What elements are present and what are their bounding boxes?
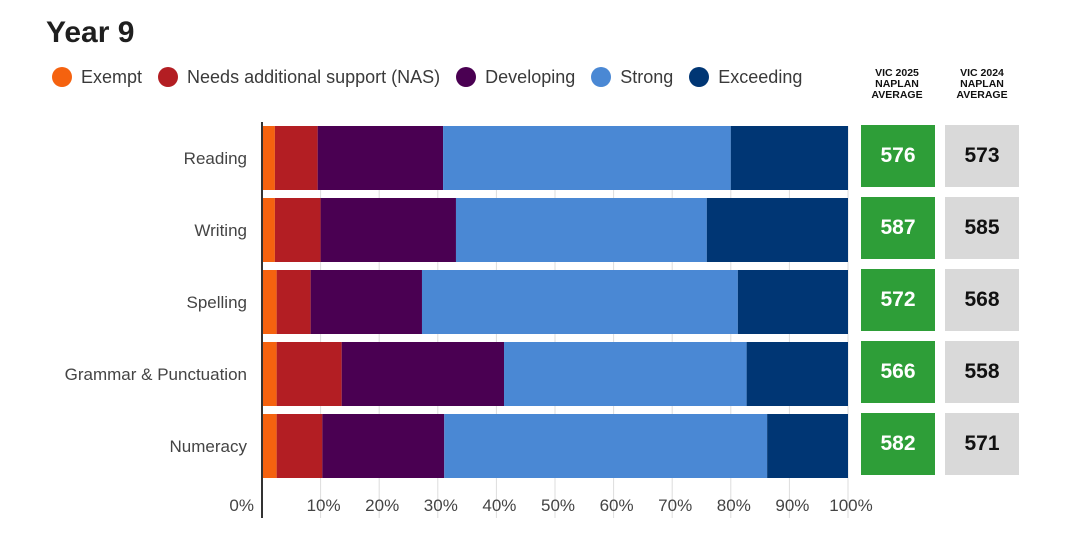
bar-strong-spelling: [421, 270, 738, 334]
vic-2025-average-reading: 576: [861, 125, 935, 187]
x-tick-label: 60%: [600, 496, 634, 515]
x-tick-label: 70%: [658, 496, 692, 515]
bar-exceeding-reading: [730, 126, 848, 190]
bar-exempt-spelling: [262, 270, 277, 334]
legend-swatch-nas: [158, 67, 179, 87]
legend-item-developing: Developing: [456, 67, 575, 88]
bar-developing-grammar-punctuation: [341, 342, 505, 406]
bar-strong-reading: [443, 126, 731, 190]
x-tick-label: 50%: [541, 496, 575, 515]
legend-item-exceeding: Exceeding: [689, 67, 802, 88]
vic-2025-average-numeracy: 582: [861, 413, 935, 475]
vic-2024-average-spelling: 568: [945, 269, 1019, 331]
legend: Exempt Needs additional support (NAS) De…: [52, 64, 802, 90]
category-label-spelling: Spelling: [187, 293, 248, 312]
bar-developing-spelling: [310, 270, 422, 334]
legend-label-strong: Strong: [620, 66, 674, 87]
legend-item-exempt: Exempt: [52, 67, 142, 88]
legend-label-exceeding: Exceeding: [718, 66, 803, 87]
legend-label-exempt: Exempt: [81, 66, 143, 87]
bar-exceeding-grammar-punctuation: [746, 342, 848, 406]
x-tick-label: 0%: [229, 496, 254, 515]
vic-2025-average-header: VIC 2025 NAPLAN AVERAGE: [871, 67, 923, 101]
legend-label-developing: Developing: [485, 66, 576, 87]
category-label-numeracy: Numeracy: [170, 437, 248, 456]
vic-2025-average-grammar-punctuation: 566: [861, 341, 935, 403]
x-tick-label: 40%: [482, 496, 516, 515]
x-tick-label: 90%: [775, 496, 809, 515]
bar-needs-additional-support-nas-grammar-punctuation: [276, 342, 342, 406]
bar-strong-numeracy: [444, 414, 768, 478]
vic-2025-average-writing: 587: [861, 197, 935, 259]
x-tick-label: 100%: [829, 496, 872, 515]
bar-exempt-reading: [262, 126, 275, 190]
x-tick-label: 80%: [717, 496, 751, 515]
bar-strong-grammar-punctuation: [504, 342, 747, 406]
legend-swatch-strong: [591, 67, 612, 87]
legend-item-nas: Needs additional support (NAS): [158, 67, 440, 88]
bar-developing-numeracy: [322, 414, 445, 478]
bar-exceeding-writing: [706, 198, 848, 262]
chart-title: Year 9: [46, 16, 135, 49]
vic-2024-average-grammar-punctuation: 558: [945, 341, 1019, 403]
vic-2024-average-header: VIC 2024 NAPLAN AVERAGE: [956, 67, 1008, 101]
bar-developing-writing: [320, 198, 456, 262]
category-label-grammar-punctuation: Grammar & Punctuation: [65, 365, 247, 384]
x-tick-label: 30%: [424, 496, 458, 515]
bar-needs-additional-support-nas-reading: [274, 126, 318, 190]
vic-2024-average-reading: 573: [945, 125, 1019, 187]
vic-2025-average-spelling: 572: [861, 269, 935, 331]
legend-swatch-exceeding: [689, 67, 710, 87]
bar-strong-writing: [455, 198, 707, 262]
legend-item-strong: Strong: [591, 67, 673, 88]
legend-label-nas: Needs additional support (NAS): [187, 66, 441, 87]
bar-needs-additional-support-nas-writing: [274, 198, 321, 262]
vic-2024-average-numeracy: 571: [945, 413, 1019, 475]
legend-swatch-developing: [456, 67, 477, 87]
bar-needs-additional-support-nas-numeracy: [276, 414, 323, 478]
bar-exempt-writing: [262, 198, 275, 262]
bar-developing-reading: [317, 126, 444, 190]
x-tick-label: 20%: [365, 496, 399, 515]
category-label-writing: Writing: [194, 221, 247, 240]
legend-swatch-exempt: [52, 67, 72, 87]
bar-exceeding-spelling: [737, 270, 848, 334]
bar-exempt-numeracy: [262, 414, 277, 478]
bar-exempt-grammar-punctuation: [262, 342, 277, 406]
category-label-reading: Reading: [184, 149, 247, 168]
bar-needs-additional-support-nas-spelling: [276, 270, 311, 334]
bar-exceeding-numeracy: [767, 414, 848, 478]
vic-2024-average-writing: 585: [945, 197, 1019, 259]
x-tick-label: 10%: [307, 496, 341, 515]
